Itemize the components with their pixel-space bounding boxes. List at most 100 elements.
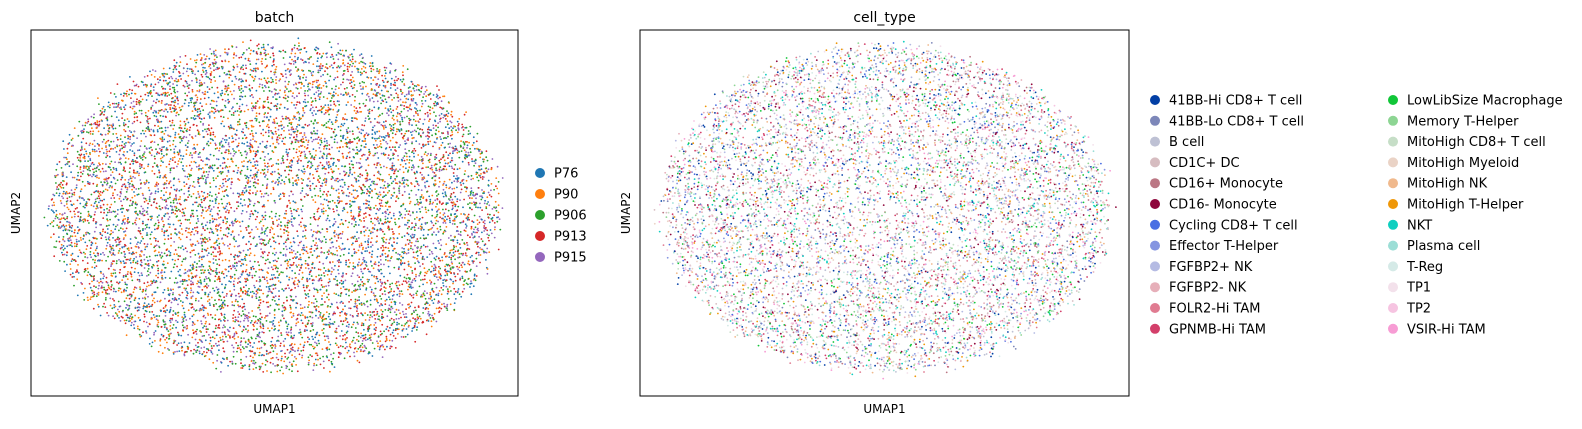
scatter-point: [194, 65, 197, 68]
scatter-point: [103, 211, 105, 214]
scatter-point: [205, 283, 208, 285]
scatter-point: [466, 141, 469, 143]
scatter-point: [125, 191, 128, 193]
scatter-point: [177, 342, 180, 345]
scatter-point: [263, 162, 266, 165]
scatter-point: [209, 210, 212, 213]
scatter-point: [403, 247, 405, 250]
scatter-point: [322, 96, 325, 98]
scatter-point: [107, 165, 110, 168]
scatter-point: [179, 255, 181, 258]
scatter-point: [271, 357, 274, 359]
scatter-point: [242, 128, 244, 131]
scatter-point: [125, 319, 128, 322]
scatter-point: [349, 130, 351, 133]
scatter-point: [350, 204, 353, 207]
scatter-point: [257, 179, 259, 181]
scatter-point: [311, 316, 314, 319]
scatter-point: [278, 324, 281, 327]
scatter-point: [235, 331, 237, 333]
scatter-point: [201, 91, 204, 94]
scatter-point: [187, 309, 190, 312]
scatter-point: [73, 194, 76, 196]
scatter-point: [339, 314, 341, 317]
scatter-point: [307, 141, 310, 144]
scatter-point: [86, 256, 89, 259]
scatter-point: [324, 80, 327, 83]
scatter-point: [208, 231, 211, 234]
scatter-point: [445, 226, 448, 228]
scatter-point: [286, 153, 289, 156]
scatter-point: [263, 344, 266, 346]
scatter-point: [55, 209, 58, 212]
scatter-point: [87, 131, 90, 134]
scatter-point: [203, 82, 206, 84]
scatter-point: [427, 312, 429, 315]
scatter-point: [270, 371, 272, 374]
scatter-point: [138, 227, 140, 229]
scatter-point: [326, 256, 328, 258]
scatter-point: [142, 288, 145, 291]
scatter-point: [146, 234, 149, 236]
scatter-point: [438, 180, 441, 183]
scatter-point: [225, 205, 228, 208]
scatter-point: [199, 279, 202, 282]
scatter-point: [324, 270, 327, 272]
scatter-point: [371, 196, 373, 199]
scatter-point: [478, 221, 481, 224]
scatter-point: [385, 328, 388, 330]
scatter-point: [271, 321, 273, 323]
scatter-point: [143, 254, 146, 256]
scatter-point: [97, 303, 99, 306]
scatter-point: [319, 357, 321, 360]
scatter-point: [388, 205, 390, 208]
scatter-point: [317, 224, 319, 227]
scatter-point: [83, 167, 85, 169]
scatter-point: [307, 101, 309, 103]
scatter-point: [199, 205, 202, 208]
scatter-point: [188, 84, 190, 87]
scatter-point: [162, 176, 165, 179]
scatter-point: [391, 307, 394, 310]
scatter-point: [319, 268, 322, 271]
scatter-point: [227, 245, 229, 247]
scatter-point: [401, 194, 404, 197]
scatter-point: [453, 187, 456, 190]
scatter-point: [292, 118, 294, 120]
scatter-point: [396, 120, 399, 123]
scatter-point: [150, 231, 153, 234]
scatter-point: [165, 176, 168, 179]
scatter-point: [203, 54, 206, 56]
scatter-point: [249, 52, 252, 55]
scatter-point: [442, 214, 445, 216]
scatter-point: [103, 181, 106, 184]
scatter-point: [255, 297, 258, 300]
scatter-point: [139, 288, 142, 290]
scatter-point: [169, 169, 172, 172]
scatter-point: [173, 107, 176, 110]
scatter-point: [400, 213, 403, 216]
scatter-point: [207, 144, 210, 147]
scatter-point: [332, 352, 335, 354]
scatter-point: [315, 305, 318, 307]
scatter-point: [292, 83, 295, 86]
scatter-point: [444, 118, 447, 120]
scatter-point: [193, 323, 196, 326]
scatter-point: [395, 150, 397, 152]
scatter-point: [156, 98, 158, 101]
scatter-point: [162, 87, 165, 90]
scatter-point: [425, 333, 428, 336]
scatter-point: [288, 220, 291, 223]
scatter-point: [328, 41, 331, 44]
scatter-point: [329, 165, 332, 168]
scatter-point: [195, 274, 198, 277]
scatter-point: [65, 191, 68, 193]
scatter-point: [76, 150, 79, 153]
scatter-point: [347, 326, 350, 328]
scatter-point: [395, 284, 398, 287]
scatter-point: [362, 65, 365, 68]
scatter-point: [349, 346, 352, 349]
scatter-point: [106, 219, 109, 222]
scatter-point: [453, 272, 455, 274]
scatter-point: [302, 109, 305, 112]
